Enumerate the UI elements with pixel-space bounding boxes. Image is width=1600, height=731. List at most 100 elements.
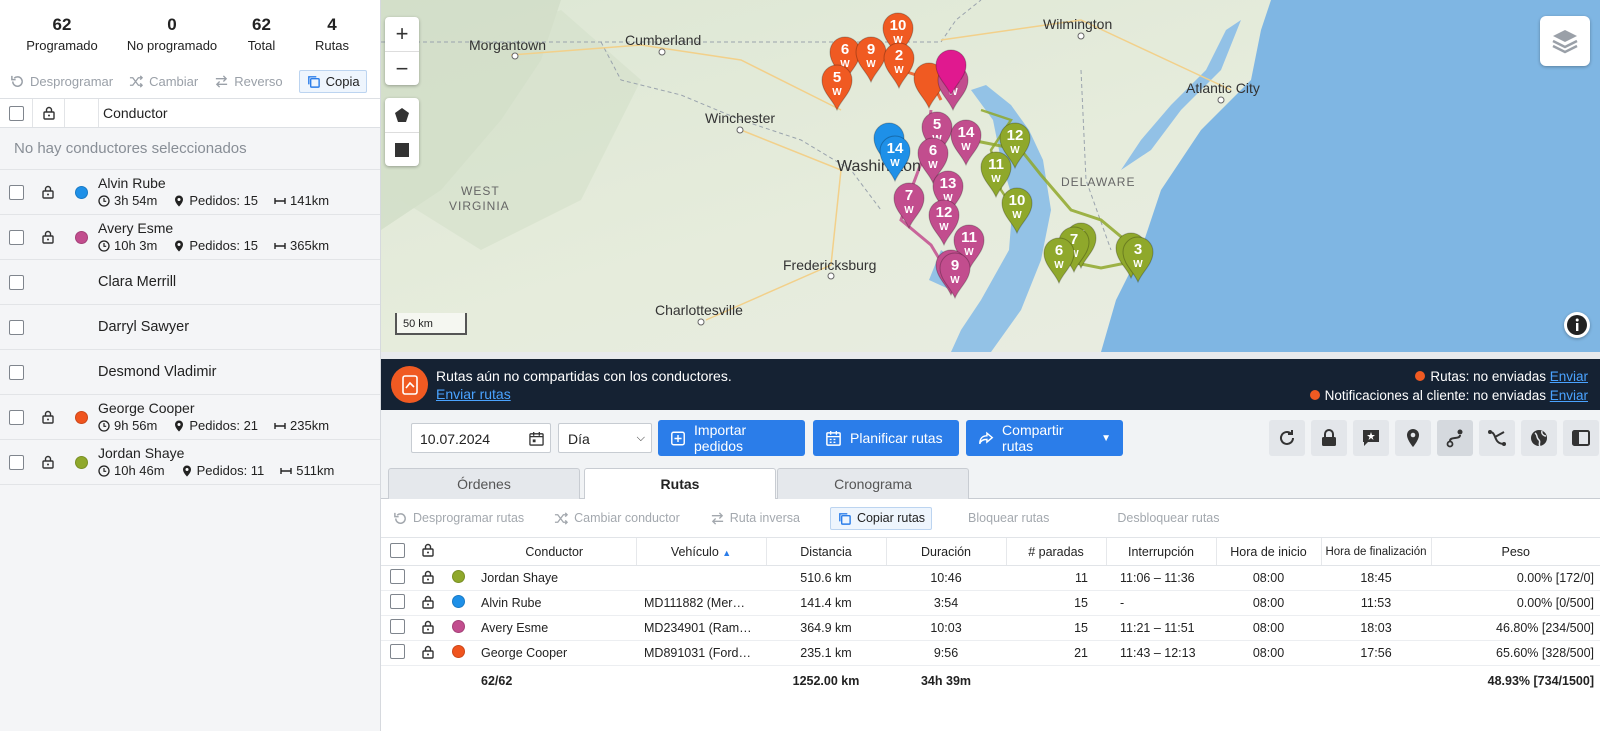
route-stop-marker[interactable]: 14W: [950, 119, 982, 167]
route-stop-marker[interactable]: 6W: [917, 137, 949, 185]
panel-toggle-button[interactable]: [1563, 420, 1599, 456]
driver-checkbox[interactable]: [8, 184, 24, 200]
share-routes-button[interactable]: Compartir rutas ▼: [966, 420, 1123, 456]
polygon-draw-button[interactable]: [385, 98, 419, 132]
col-duration[interactable]: Duración: [885, 537, 1006, 566]
lock-routes-button[interactable]: Bloquear rutas: [968, 511, 1049, 525]
info-button[interactable]: [1564, 312, 1590, 338]
col-weight[interactable]: Peso: [1430, 537, 1600, 566]
copy-button[interactable]: Copia: [298, 69, 367, 93]
reverse-button[interactable]: Reverso: [214, 74, 283, 89]
route-stop-marker[interactable]: 6W: [1043, 237, 1075, 285]
unlock-routes-button[interactable]: Desbloquear rutas: [1117, 511, 1219, 525]
table-row[interactable]: Jordan Shaye 510.6 km 10:46 11 11:06 – 11:36…: [381, 565, 1600, 591]
col-start-time[interactable]: Hora de inicio: [1215, 537, 1321, 566]
tab-schedule[interactable]: Cronograma: [777, 468, 969, 500]
import-orders-button[interactable]: Importar pedidos: [658, 420, 805, 456]
route-stop-marker[interactable]: 11W: [980, 151, 1012, 199]
route-stop-marker[interactable]: 10W: [1001, 187, 1033, 235]
select-all-routes-checkbox[interactable]: [389, 542, 405, 558]
route-checkbox[interactable]: [389, 569, 405, 584]
refresh-button[interactable]: [1269, 420, 1305, 456]
calendar-icon[interactable]: [529, 431, 544, 446]
copy-routes-button[interactable]: Copiar rutas: [829, 506, 933, 530]
col-stops[interactable]: # paradas: [1005, 537, 1106, 566]
col-end-time[interactable]: Hora de finalización: [1320, 537, 1431, 566]
change-button[interactable]: Cambiar: [129, 74, 198, 89]
period-select[interactable]: Día ⌵: [558, 423, 652, 453]
send-routes-status-link[interactable]: Enviar: [1549, 369, 1588, 384]
unschedule-routes-button[interactable]: Desprogramar rutas: [393, 511, 524, 526]
driver-row[interactable]: George Cooper 9h 56m Pedidos: 21 235km: [0, 395, 380, 440]
route-map[interactable]: Morgantown Cumberland Wilmington Atlanti…: [381, 0, 1600, 352]
table-row[interactable]: George Cooper MD891031 (Ford… 235.1 km 9:56…: [381, 640, 1600, 666]
driver-checkbox[interactable]: [8, 274, 24, 290]
route-checkbox[interactable]: [389, 619, 405, 634]
lock-icon[interactable]: [42, 106, 56, 120]
col-driver[interactable]: Conductor: [473, 537, 636, 566]
date-field[interactable]: 10.07.2024: [411, 423, 551, 453]
lock-icon[interactable]: [421, 595, 435, 609]
col-vehicle[interactable]: Vehículo ▲: [635, 537, 766, 566]
map-canvas[interactable]: Morgantown Cumberland Wilmington Atlanti…: [381, 0, 1600, 352]
driver-row[interactable]: Avery Esme 10h 3m Pedidos: 15 365km: [0, 215, 380, 260]
plan-routes-button[interactable]: Planificar rutas: [813, 420, 959, 456]
lock-toggle-button[interactable]: [1311, 420, 1347, 456]
location-button[interactable]: [1395, 420, 1431, 456]
lock-icon[interactable]: [421, 620, 435, 634]
route-stop-marker[interactable]: 12W: [999, 122, 1031, 170]
zoom-out-button[interactable]: −: [385, 51, 419, 85]
driver-checkbox[interactable]: [8, 319, 24, 335]
tab-orders[interactable]: Órdenes: [388, 468, 580, 500]
table-row[interactable]: Avery Esme MD234901 (Ram… 364.9 km 10:03 15 1…: [381, 615, 1600, 641]
lock-icon[interactable]: [41, 455, 55, 469]
driver-checkbox[interactable]: [8, 229, 24, 245]
route-stop-marker[interactable]: 13W: [932, 170, 964, 218]
lock-icon[interactable]: [421, 543, 435, 557]
route-stop-marker[interactable]: 3W: [1122, 236, 1154, 284]
route-stop-marker[interactable]: 7W: [893, 182, 925, 230]
driver-column-header[interactable]: Conductor: [98, 99, 378, 127]
route-stop-marker[interactable]: 9W: [855, 36, 887, 84]
route-stop-marker[interactable]: 5W: [821, 64, 853, 112]
driver-row[interactable]: Darryl Sawyer: [0, 305, 380, 350]
select-all-checkbox[interactable]: [8, 105, 24, 121]
driver-checkbox[interactable]: [8, 409, 24, 425]
route-stop-marker[interactable]: 9W: [939, 252, 971, 300]
route-stop-marker[interactable]: 10W: [882, 12, 914, 60]
lock-icon[interactable]: [421, 570, 435, 584]
route-pins[interactable]: 10W6W9W2W5W16W14W5W14W6W13W7W12W11W9W12W…: [821, 12, 1154, 300]
driver-checkbox[interactable]: [8, 454, 24, 470]
route-stop-marker[interactable]: 6W: [829, 36, 861, 84]
send-routes-link[interactable]: Enviar rutas: [436, 386, 511, 402]
route-view-button[interactable]: [1437, 420, 1473, 456]
driver-checkbox[interactable]: [8, 364, 24, 380]
globe-button[interactable]: [1521, 420, 1557, 456]
path-view-button[interactable]: [1479, 420, 1515, 456]
comment-button[interactable]: [1353, 420, 1389, 456]
reverse-route-button[interactable]: Ruta inversa: [710, 511, 800, 526]
route-checkbox[interactable]: [389, 594, 405, 609]
driver-row[interactable]: Alvin Rube 3h 54m Pedidos: 15 141km: [0, 170, 380, 215]
driver-row[interactable]: Jordan Shaye 10h 46m Pedidos: 11 511km: [0, 440, 380, 485]
col-distance[interactable]: Distancia: [765, 537, 886, 566]
lock-icon[interactable]: [41, 230, 55, 244]
rectangle-draw-button[interactable]: [385, 132, 419, 166]
change-driver-button[interactable]: Cambiar conductor: [554, 511, 680, 526]
lock-icon[interactable]: [41, 410, 55, 424]
unschedule-button[interactable]: Desprogramar: [10, 74, 113, 89]
route-stop-marker[interactable]: 2W: [883, 42, 915, 90]
send-notifications-link[interactable]: Enviar: [1549, 388, 1588, 403]
layers-button[interactable]: [1540, 16, 1590, 66]
tab-routes[interactable]: Rutas: [584, 468, 776, 501]
map-splitter[interactable]: [381, 352, 1600, 359]
route-stop-marker[interactable]: 12W: [928, 199, 960, 247]
table-row[interactable]: Alvin Rube MD111882 (Mer… 141.4 km 3:54 15-0…: [381, 590, 1600, 616]
route-stop-marker[interactable]: 14W: [879, 135, 911, 183]
zoom-in-button[interactable]: +: [395, 21, 409, 46]
col-break[interactable]: Interrupción: [1105, 537, 1216, 566]
driver-row[interactable]: Desmond Vladimir: [0, 350, 380, 395]
lock-icon[interactable]: [421, 645, 435, 659]
route-stop-marker[interactable]: [935, 49, 967, 97]
route-checkbox[interactable]: [389, 644, 405, 659]
